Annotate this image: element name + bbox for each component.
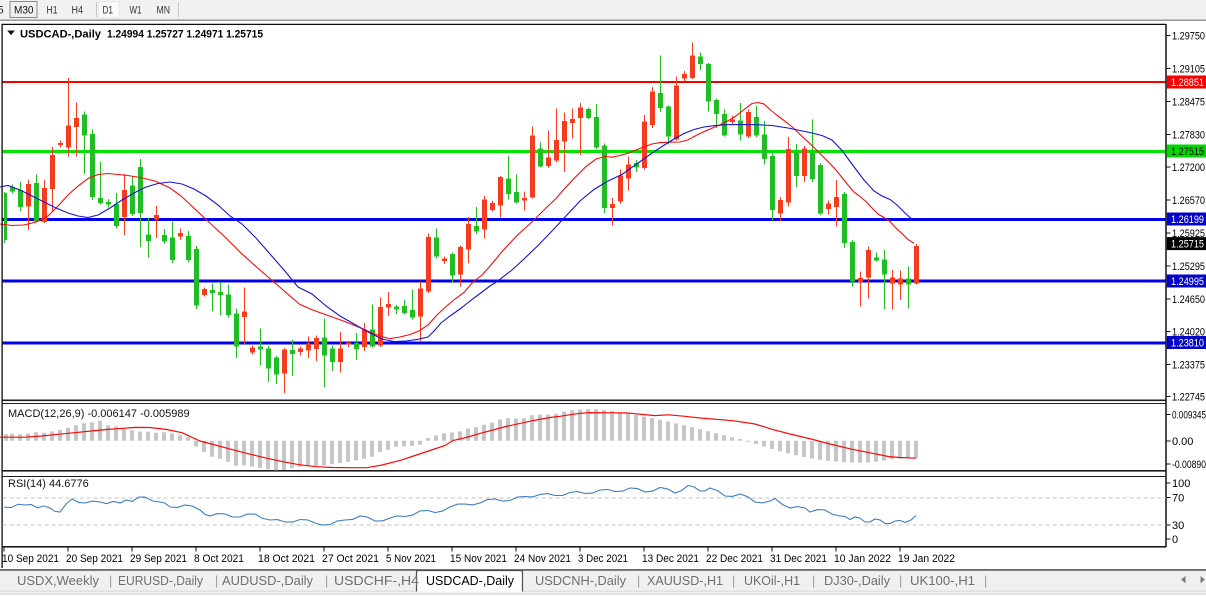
svg-text:1.22745: 1.22745 (1172, 392, 1205, 404)
svg-text:RSI(14) 44.6776: RSI(14) 44.6776 (8, 478, 89, 490)
svg-text:|: | (215, 574, 218, 588)
svg-text:5 Nov 2021: 5 Nov 2021 (386, 553, 436, 565)
svg-text:USDCNH-,Daily: USDCNH-,Daily (535, 574, 627, 588)
svg-text:D1: D1 (103, 5, 114, 17)
svg-text:UK100-,H1: UK100-,H1 (910, 574, 975, 588)
svg-text:1.27830: 1.27830 (1172, 130, 1205, 142)
svg-text:13 Dec 2021: 13 Dec 2021 (642, 553, 699, 565)
svg-text:70: 70 (1172, 493, 1184, 505)
svg-text:1.23375: 1.23375 (1172, 360, 1205, 372)
svg-text:USDCAD-,Daily: USDCAD-,Daily (20, 29, 102, 41)
svg-text:8 Oct 2021: 8 Oct 2021 (194, 553, 244, 565)
svg-text:1.29105: 1.29105 (1172, 64, 1205, 76)
svg-text:AUDUSD-,Daily: AUDUSD-,Daily (222, 574, 314, 588)
svg-text:DJ30-,Daily: DJ30-,Daily (824, 574, 891, 588)
svg-text:USDX,Weekly: USDX,Weekly (17, 574, 100, 588)
svg-text:0: 0 (1172, 534, 1178, 546)
svg-text:1.28851: 1.28851 (1171, 77, 1204, 89)
svg-text:EURUSD-,Daily: EURUSD-,Daily (118, 574, 204, 588)
svg-text:1.25295: 1.25295 (1172, 261, 1205, 273)
svg-text:|: | (732, 574, 735, 588)
svg-text:-0.00890: -0.00890 (1172, 459, 1206, 471)
svg-text:XAUUSD-,H1: XAUUSD-,H1 (647, 574, 723, 588)
svg-text:29 Sep 2021: 29 Sep 2021 (130, 553, 187, 565)
svg-text:31 Dec 2021: 31 Dec 2021 (770, 553, 827, 565)
svg-text:1.24650: 1.24650 (1172, 294, 1205, 306)
svg-text:1.23810: 1.23810 (1171, 338, 1204, 350)
svg-text:10 Sep 2021: 10 Sep 2021 (2, 553, 59, 565)
svg-text:20 Sep 2021: 20 Sep 2021 (66, 553, 123, 565)
svg-text:|: | (812, 574, 815, 588)
svg-text:1.24020: 1.24020 (1172, 327, 1205, 339)
svg-text:MACD(12,26,9) -0.006147 -0.005: MACD(12,26,9) -0.006147 -0.005989 (8, 408, 190, 420)
svg-text:1.29750: 1.29750 (1172, 31, 1205, 43)
svg-text:H4: H4 (72, 5, 84, 17)
svg-text:15 Nov 2021: 15 Nov 2021 (450, 553, 507, 565)
svg-text:18 Oct 2021: 18 Oct 2021 (258, 553, 315, 565)
svg-text:22 Dec 2021: 22 Dec 2021 (706, 553, 763, 565)
svg-text:H1: H1 (47, 5, 58, 17)
svg-text:100: 100 (1172, 478, 1190, 490)
svg-text:19 Jan 2022: 19 Jan 2022 (898, 553, 955, 565)
svg-text:3 Dec 2021: 3 Dec 2021 (578, 553, 628, 565)
svg-text:10 Jan 2022: 10 Jan 2022 (834, 553, 891, 565)
svg-text:1.27515: 1.27515 (1171, 146, 1204, 158)
svg-text:|: | (637, 574, 640, 588)
svg-text:1.26199: 1.26199 (1171, 214, 1204, 226)
svg-text:UKOil-,H1: UKOil-,H1 (744, 574, 800, 588)
svg-text:27 Oct 2021: 27 Oct 2021 (322, 553, 379, 565)
svg-text:0.00: 0.00 (1172, 436, 1193, 448)
svg-text:1.24994 1.25727 1.24971 1.2571: 1.24994 1.25727 1.24971 1.25715 (107, 29, 263, 41)
svg-text:|: | (109, 574, 112, 588)
svg-text:USDCHF-,H4: USDCHF-,H4 (334, 574, 419, 588)
svg-text:W1: W1 (130, 5, 142, 17)
svg-text:M30: M30 (14, 5, 34, 17)
svg-text:1.24995: 1.24995 (1171, 276, 1204, 288)
svg-text:5: 5 (0, 5, 4, 17)
svg-text:0.009345: 0.009345 (1172, 410, 1206, 422)
svg-text:1.25715: 1.25715 (1171, 239, 1204, 251)
svg-text:30: 30 (1172, 520, 1184, 532)
svg-text:|: | (899, 574, 902, 588)
svg-text:1.27200: 1.27200 (1172, 162, 1205, 174)
svg-text:1.28475: 1.28475 (1172, 97, 1205, 109)
svg-text:USDCAD-,Daily: USDCAD-,Daily (426, 574, 515, 588)
svg-text:1.25925: 1.25925 (1172, 228, 1205, 240)
svg-text:|: | (325, 574, 328, 588)
svg-text:1.26570: 1.26570 (1172, 195, 1205, 207)
svg-text:24 Nov 2021: 24 Nov 2021 (514, 553, 571, 565)
svg-text:MN: MN (157, 5, 171, 17)
svg-text:|: | (984, 574, 987, 588)
